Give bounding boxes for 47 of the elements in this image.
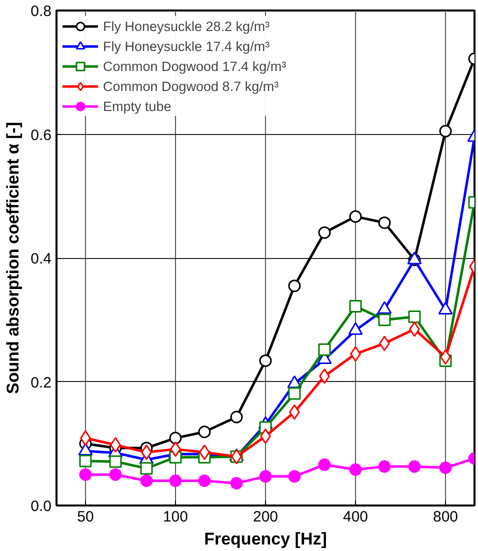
legend-label: Fly Honeysuckle 28.2 kg/m³ bbox=[103, 18, 270, 34]
point bbox=[408, 310, 421, 324]
point bbox=[230, 476, 243, 490]
y-tick-label: 0.4 bbox=[30, 250, 52, 268]
point bbox=[259, 470, 272, 483]
point bbox=[439, 124, 452, 138]
point bbox=[259, 354, 272, 367]
point bbox=[318, 343, 331, 356]
point bbox=[169, 432, 182, 444]
x-tick-label: 200 bbox=[252, 508, 278, 526]
point bbox=[378, 216, 391, 229]
point bbox=[349, 210, 362, 223]
point bbox=[349, 300, 362, 313]
x-tick-label: 100 bbox=[162, 508, 188, 526]
legend-label: Fly Honeysuckle 17.4 kg/m³ bbox=[103, 38, 270, 54]
point bbox=[109, 468, 122, 481]
point bbox=[378, 460, 391, 473]
point bbox=[79, 468, 92, 481]
y-tick-label: 0.2 bbox=[30, 374, 52, 392]
point bbox=[288, 387, 301, 400]
point bbox=[349, 463, 362, 476]
y-tick-label: 0.8 bbox=[30, 3, 52, 20]
point bbox=[79, 454, 92, 468]
point bbox=[318, 226, 331, 239]
point bbox=[169, 474, 182, 487]
point bbox=[288, 280, 301, 292]
x-tick-label: 800 bbox=[433, 508, 458, 526]
point bbox=[140, 474, 153, 487]
point bbox=[408, 460, 421, 473]
point bbox=[140, 462, 153, 475]
point bbox=[288, 470, 301, 483]
y-tick-label: 0.6 bbox=[30, 126, 52, 144]
point bbox=[109, 455, 122, 468]
x-tick-label: 50 bbox=[77, 508, 94, 526]
point bbox=[378, 314, 391, 326]
point bbox=[198, 474, 211, 487]
point bbox=[439, 462, 452, 474]
point bbox=[230, 410, 243, 424]
legend-label: Common Dogwood 17.4 kg/m³ bbox=[103, 58, 286, 74]
point bbox=[318, 458, 331, 471]
x-tick-label: 400 bbox=[343, 508, 368, 526]
y-axis-title: Sound absorption coefficient α [-] bbox=[4, 122, 23, 394]
point bbox=[198, 426, 211, 438]
x-axis-title: Frequency [Hz] bbox=[204, 530, 327, 548]
legend-label: Empty tube bbox=[103, 98, 172, 114]
legend-label: Common Dogwood 8.7 kg/m³ bbox=[103, 78, 279, 94]
y-tick-label: 0.0 bbox=[30, 498, 52, 515]
